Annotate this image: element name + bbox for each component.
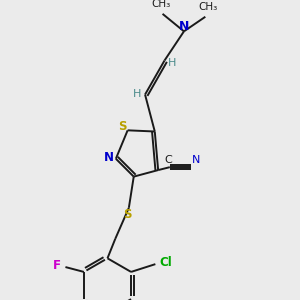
- Text: N: N: [104, 151, 114, 164]
- Text: C: C: [164, 155, 172, 165]
- Text: N: N: [179, 20, 189, 33]
- Text: H: H: [168, 58, 176, 68]
- Text: S: S: [118, 120, 127, 133]
- Text: CH₃: CH₃: [151, 0, 170, 9]
- Text: CH₃: CH₃: [199, 2, 218, 12]
- Text: Cl: Cl: [160, 256, 172, 269]
- Text: S: S: [123, 208, 131, 221]
- Text: H: H: [133, 88, 142, 99]
- Text: N: N: [192, 155, 200, 165]
- Text: F: F: [53, 259, 61, 272]
